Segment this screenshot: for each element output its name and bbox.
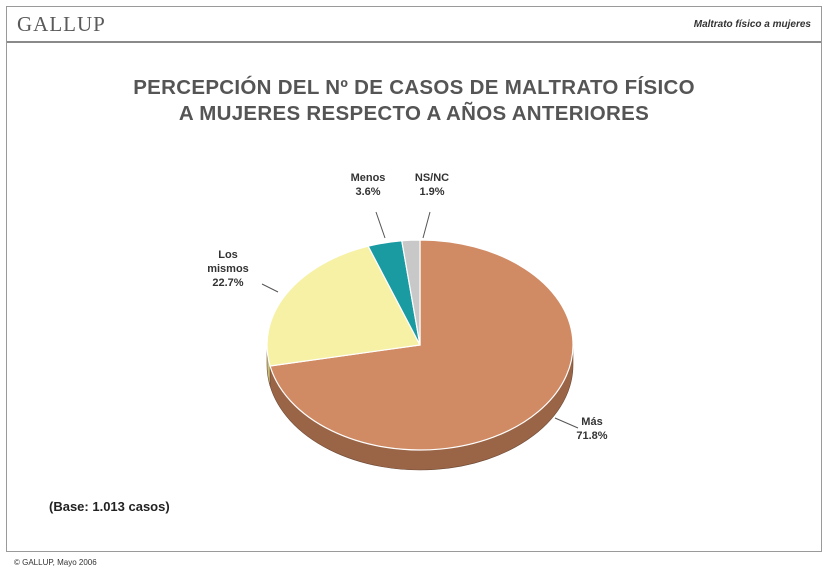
slice-label-ns-nc: NS/NC 1.9% bbox=[415, 172, 449, 198]
leader-line-ns-nc bbox=[423, 212, 430, 238]
leader-line-menos bbox=[376, 212, 385, 238]
footer-copyright: © GALLUP, Mayo 2006 bbox=[14, 558, 97, 567]
leader-line-los-mismos bbox=[262, 284, 278, 292]
slice-label-mas: Más 71.8% bbox=[576, 416, 607, 442]
leader-line-mas bbox=[555, 418, 578, 428]
slice-label-menos: Menos 3.6% bbox=[351, 172, 386, 198]
slice-label-los-mismos: Los mismos 22.7% bbox=[207, 249, 249, 289]
